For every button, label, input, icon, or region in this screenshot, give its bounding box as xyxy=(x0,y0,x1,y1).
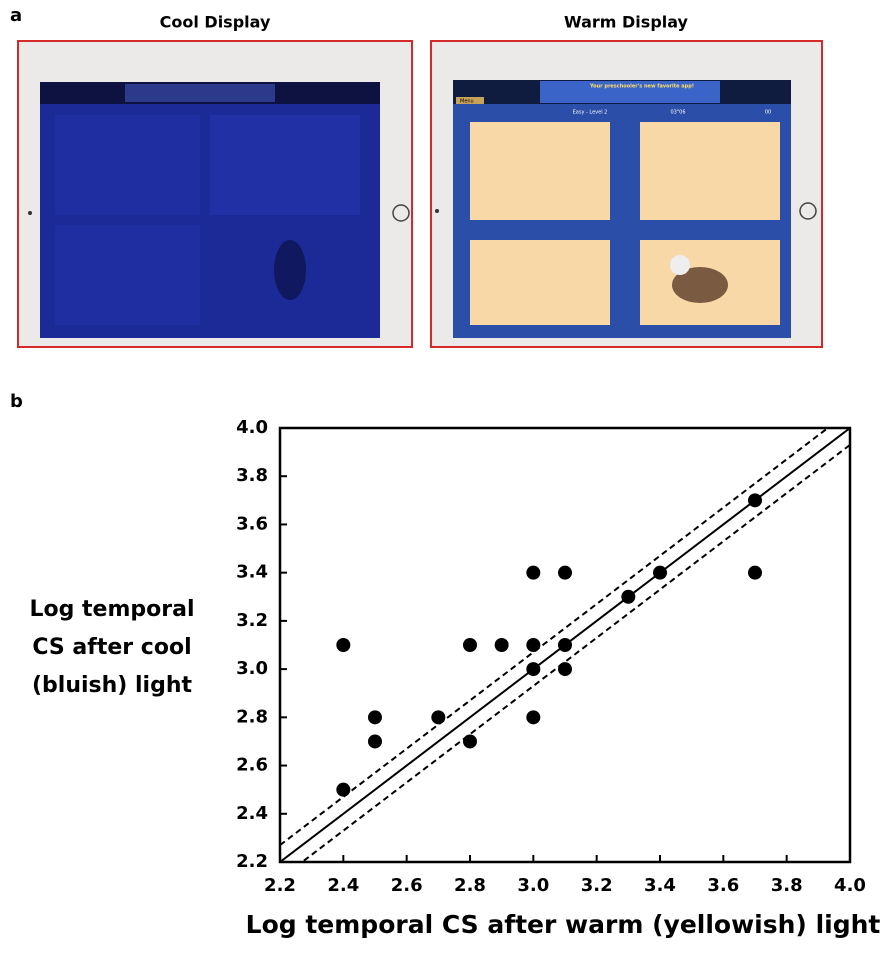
y-tick-label: 4.0 xyxy=(236,417,268,438)
score-text: 00 xyxy=(765,110,771,116)
point xyxy=(368,710,382,725)
level-text: Easy - Level 2 xyxy=(573,110,608,116)
y-tick-label: 3.4 xyxy=(236,562,268,583)
reference-line xyxy=(280,428,830,846)
y-axis-label: CS after cool xyxy=(32,635,191,660)
point xyxy=(526,710,541,725)
photo-title: Warm Display xyxy=(564,13,689,32)
y-tick-label: 3.2 xyxy=(236,610,268,631)
y-axis-label: Log temporal xyxy=(30,597,195,622)
point xyxy=(494,638,509,652)
banner-text: Your preschooler's new favorite app! xyxy=(589,84,694,90)
y-tick-label: 2.4 xyxy=(236,803,268,824)
plot-frame xyxy=(278,426,852,864)
x-tick-label: 2.8 xyxy=(454,875,486,896)
y-tick-label: 3.8 xyxy=(236,465,268,486)
menu-button: Menu xyxy=(460,99,474,105)
point xyxy=(526,662,541,677)
panel-label: a xyxy=(10,5,22,26)
reference-line xyxy=(300,444,850,862)
x-tick-label: 3.2 xyxy=(581,875,613,896)
warm-photo: Your preschooler's new favorite app! Men… xyxy=(430,40,823,348)
point xyxy=(621,589,636,604)
point xyxy=(336,638,351,652)
x-tick-label: 2.2 xyxy=(264,875,296,896)
point xyxy=(558,638,572,652)
x-axis-label: Log temporal CS after warm (yellowish) l… xyxy=(246,910,880,939)
x-tick-label: 3.4 xyxy=(644,875,676,896)
panel-label: b xyxy=(10,391,23,412)
point xyxy=(431,710,446,725)
y-axis-label: (bluish) light xyxy=(32,673,193,698)
point xyxy=(368,734,382,749)
y-tick-label: 3.6 xyxy=(236,513,268,534)
cool-photo xyxy=(17,40,413,348)
x-tick-label: 3.0 xyxy=(517,875,549,896)
point xyxy=(558,565,572,580)
point xyxy=(748,565,762,580)
point xyxy=(748,493,762,508)
x-tick-label: 3.6 xyxy=(707,875,739,896)
x-tick-label: 4.0 xyxy=(834,875,866,896)
point xyxy=(463,734,477,749)
point xyxy=(526,565,541,580)
x-tick-label: 2.6 xyxy=(391,875,423,896)
point xyxy=(336,782,351,797)
x-tick-label: 2.4 xyxy=(327,875,359,896)
y-tick-label: 3.0 xyxy=(236,658,268,679)
point xyxy=(653,565,667,580)
point xyxy=(526,638,541,652)
y-tick-label: 2.6 xyxy=(236,755,268,776)
photo-title: Cool Display xyxy=(160,13,271,32)
timer-text: 03"06 xyxy=(670,110,685,116)
point xyxy=(463,638,477,652)
y-tick-label: 2.2 xyxy=(236,851,268,872)
y-tick-label: 2.8 xyxy=(236,706,268,727)
point xyxy=(558,662,572,677)
x-tick-label: 3.8 xyxy=(771,875,803,896)
